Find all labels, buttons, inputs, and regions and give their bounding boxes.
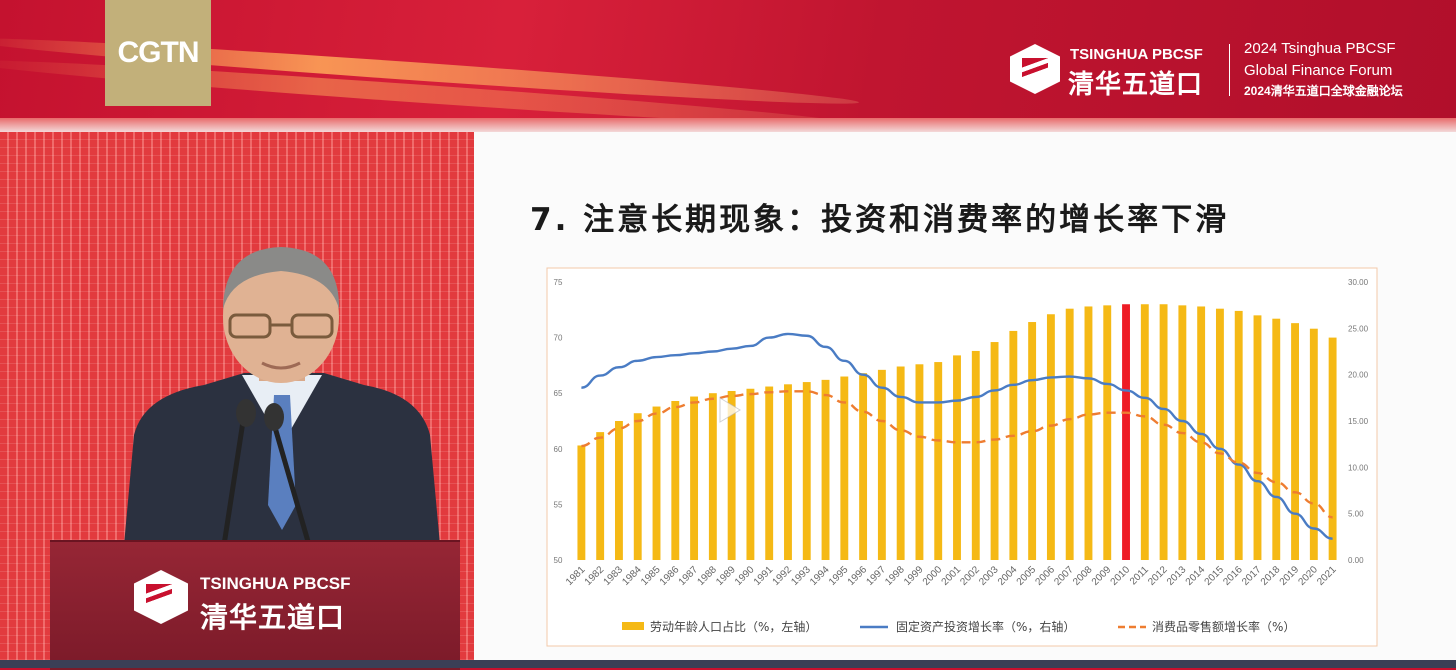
bar-1985 [652, 406, 661, 560]
bar-2015 [1215, 308, 1224, 560]
play-icon[interactable] [710, 392, 746, 428]
bar-1992 [784, 384, 792, 560]
right-tick-label: 10.00 [1348, 463, 1369, 472]
bar-1998 [896, 366, 905, 560]
legend-label-labor: 劳动年龄人口占比（%，左轴） [650, 619, 817, 634]
bar-2010 [1122, 304, 1130, 560]
legend-label-investment: 固定资产投资增长率（%，右轴） [896, 619, 1075, 634]
right-tick-label: 25.00 [1348, 324, 1369, 333]
bar-1995 [840, 376, 849, 560]
podium: TSINGHUA PBCSF 清华五道口 [50, 540, 460, 670]
bar-1993 [802, 382, 811, 560]
org-name-en: TSINGHUA PBCSF [1070, 46, 1203, 63]
podium-org-name-cn: 清华五道口 [200, 602, 346, 633]
right-tick-label: 0.00 [1348, 556, 1364, 565]
bar-2020 [1309, 328, 1318, 560]
bar-1991 [765, 386, 774, 560]
bar-1988 [708, 393, 717, 560]
forum-title-line1: 2024 Tsinghua PBCSF [1244, 40, 1396, 57]
right-axis: 0.00 5.00 10.00 15.00 20.00 25.00 30.00 [1348, 278, 1369, 565]
bar-2004 [1009, 330, 1018, 560]
bar-1983 [615, 421, 623, 560]
legend-label-consumption: 消费品零售额增长率（%） [1152, 619, 1295, 634]
bar-2006 [1046, 314, 1055, 560]
right-tick-label: 30.00 [1348, 278, 1369, 287]
left-tick-label: 50 [554, 556, 563, 565]
bar-2002 [971, 350, 980, 560]
bar-2011 [1140, 304, 1149, 560]
speaker-figure [124, 247, 440, 545]
banner-underline [0, 118, 1456, 132]
bar-1989 [727, 390, 736, 560]
org-name-cn: 清华五道口 [1068, 69, 1204, 99]
cgtn-logo: CGTN [105, 0, 211, 106]
bar-2000 [934, 362, 943, 560]
line-consumption-growth [581, 390, 1333, 519]
bar-1982 [596, 432, 605, 560]
podium-logo-icon [134, 570, 188, 624]
bar-2001 [953, 355, 961, 560]
forum-title-line3: 2024清华五道口全球金融论坛 [1244, 84, 1403, 98]
legend: 劳动年龄人口占比（%，左轴） 固定资产投资增长率（%，右轴） 消费品零售额增长率（%… [622, 619, 1295, 634]
line-investment-growth [581, 332, 1333, 540]
bar-1990 [746, 388, 755, 560]
bar-2018 [1272, 318, 1281, 560]
bar-2009 [1103, 305, 1112, 560]
left-axis: 50 55 60 65 70 75 [554, 278, 563, 565]
banner-divider [1229, 44, 1230, 96]
bar-1986 [671, 400, 680, 560]
bar-2003 [990, 342, 999, 560]
bar-2021 [1328, 337, 1337, 560]
bar-1999 [915, 364, 924, 560]
legend-swatch-labor [622, 622, 644, 630]
slide-title: 7. 注意长期现象：投资和消费率的增长率下滑 [530, 202, 1230, 238]
bar-2016 [1234, 310, 1243, 560]
bar-2012 [1159, 304, 1168, 560]
left-tick-label: 55 [554, 500, 563, 509]
broadcast-banner: CGTN TSINGHUA PBCSF 清华五道口 2024 Tsinghua … [0, 0, 1456, 132]
bar-1987 [690, 396, 699, 560]
podium-org-name-en: TSINGHUA PBCSF [200, 574, 351, 593]
bar-2019 [1291, 323, 1299, 560]
bar-2017 [1253, 315, 1262, 560]
bar-2008 [1084, 306, 1093, 560]
tsinghua-logo-icon [1010, 44, 1060, 94]
forum-title-line2: Global Finance Forum [1244, 62, 1393, 79]
left-tick-label: 70 [554, 334, 563, 343]
left-tick-label: 60 [554, 445, 563, 454]
bar-2005 [1028, 322, 1037, 560]
bar-1981 [577, 445, 586, 560]
bar-1984 [633, 413, 642, 560]
right-tick-label: 15.00 [1348, 417, 1369, 426]
bottom-strip [0, 660, 1456, 668]
line-series [581, 332, 1333, 540]
right-tick-label: 5.00 [1348, 510, 1364, 519]
left-tick-label: 65 [554, 389, 563, 398]
bar-1994 [821, 379, 830, 560]
bar-1997 [877, 369, 886, 560]
bar-2007 [1065, 308, 1074, 560]
right-tick-label: 20.00 [1348, 371, 1369, 380]
bar-1996 [859, 373, 868, 560]
left-tick-label: 75 [554, 278, 563, 287]
